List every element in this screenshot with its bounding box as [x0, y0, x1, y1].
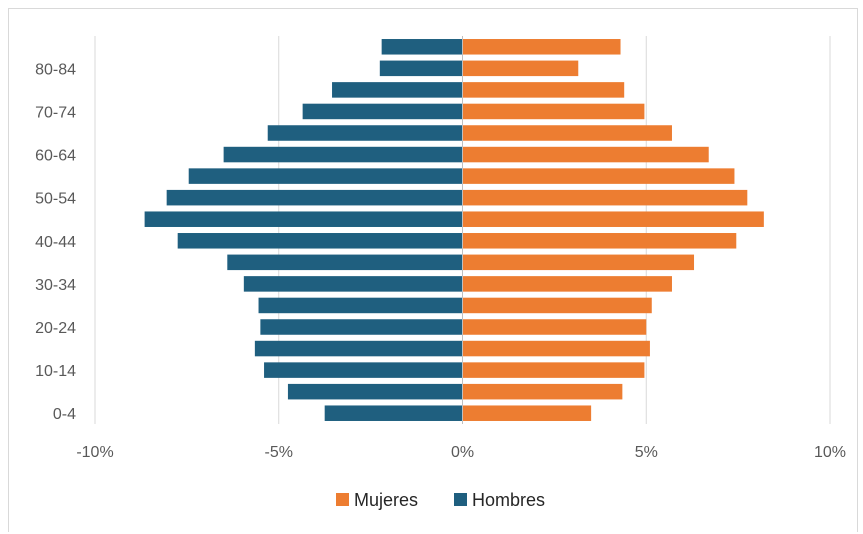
- bar-hombres-45-49: [144, 211, 463, 227]
- y-tick-label: 10-14: [35, 363, 76, 380]
- bar-mujeres-60-64: [462, 146, 709, 163]
- bar-hombres-30-34: [243, 276, 463, 292]
- bar-mujeres-55-59: [462, 168, 735, 184]
- bar-hombres-15-19: [254, 340, 463, 357]
- bar-mujeres-15-19: [462, 340, 650, 357]
- bar-hombres-35-39: [227, 254, 463, 271]
- x-tick-label: 0%: [451, 444, 474, 461]
- legend-label-hombres: Hombres: [472, 490, 545, 510]
- bar-mujeres-80-84: [462, 60, 579, 77]
- y-tick-label: 40-44: [35, 234, 76, 251]
- bar-hombres-75-79: [332, 82, 463, 98]
- legend-swatch-hombres: [454, 493, 467, 506]
- y-tick-label: 80-84: [35, 61, 76, 78]
- bar-mujeres-5-9: [462, 383, 623, 400]
- bar-mujeres-50-54: [462, 189, 748, 206]
- x-tick-label: -5%: [265, 444, 293, 461]
- y-tick-label: 60-64: [35, 148, 76, 165]
- x-tick-label: 10%: [814, 444, 846, 461]
- y-axis-tick-labels: 0-4 10-14 20-24 30-34 40-44 50-54 60-64 70-74 80…: [35, 61, 76, 423]
- bar-hombres-10-14: [264, 362, 463, 378]
- y-tick-label: 70-74: [35, 104, 76, 121]
- x-tick-label: -10%: [76, 444, 113, 461]
- x-tick-label: 5%: [635, 444, 658, 461]
- bar-hombres-85+: [381, 39, 463, 55]
- bar-mujeres-40-44: [462, 233, 737, 249]
- bar-hombres-40-44: [177, 233, 463, 249]
- legend-swatch-mujeres: [336, 493, 349, 506]
- legend: Mujeres Hombres: [336, 490, 545, 510]
- bar-mujeres-0-4: [462, 405, 592, 421]
- bar-mujeres-70-74: [462, 103, 645, 120]
- bars: [144, 39, 764, 421]
- bar-hombres-80-84: [379, 60, 463, 77]
- bar-mujeres-30-34: [462, 276, 672, 292]
- y-tick-label: 30-34: [35, 277, 76, 294]
- bar-mujeres-75-79: [462, 82, 625, 98]
- bar-hombres-60-64: [223, 146, 463, 163]
- legend-label-mujeres: Mujeres: [354, 490, 418, 510]
- bar-mujeres-10-14: [462, 362, 645, 378]
- bar-hombres-50-54: [166, 189, 463, 206]
- x-axis-tick-labels: -10% -5% 0% 5% 10%: [76, 444, 846, 461]
- bar-mujeres-35-39: [462, 254, 695, 271]
- bar-hombres-65-69: [267, 125, 463, 141]
- bar-hombres-25-29: [258, 297, 463, 314]
- y-tick-label: 50-54: [35, 191, 76, 208]
- bar-mujeres-85+: [462, 39, 621, 55]
- bar-hombres-0-4: [324, 405, 463, 421]
- y-tick-label: 0-4: [53, 406, 76, 423]
- bar-mujeres-25-29: [462, 297, 652, 314]
- bar-hombres-55-59: [188, 168, 463, 184]
- bar-mujeres-20-24: [462, 319, 647, 335]
- bar-mujeres-65-69: [462, 125, 672, 141]
- bar-hombres-20-24: [260, 319, 463, 335]
- bar-mujeres-45-49: [462, 211, 764, 227]
- y-tick-label: 20-24: [35, 320, 76, 337]
- bar-hombres-70-74: [302, 103, 463, 120]
- bar-hombres-5-9: [287, 383, 463, 400]
